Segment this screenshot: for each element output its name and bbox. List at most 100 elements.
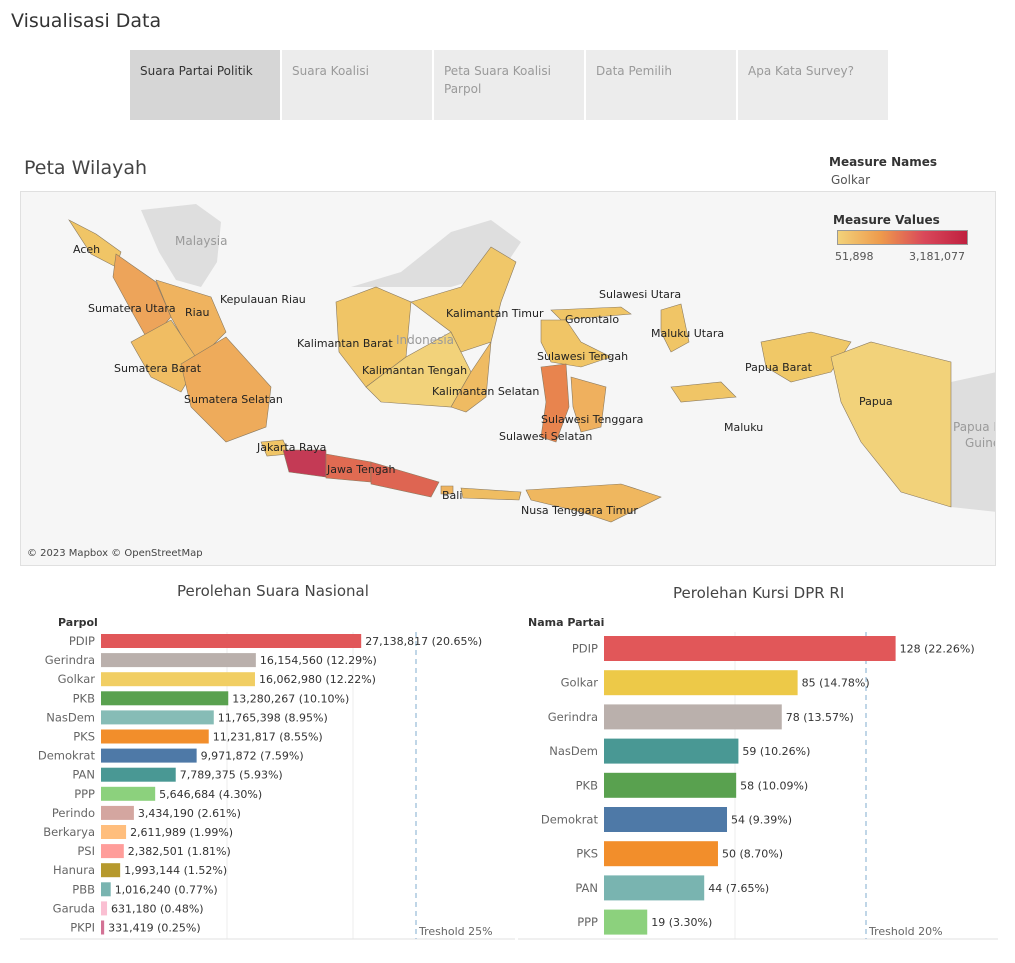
category-label-pkb: PKB <box>73 691 95 705</box>
map-label-kalimantan-barat: Kalimantan Barat <box>297 337 393 350</box>
page-title: Visualisasi Data <box>11 10 162 32</box>
threshold-label: Treshold 20% <box>868 925 943 938</box>
region-kalimantan-timur[interactable] <box>410 246 517 353</box>
chart-kursi-dpr[interactable]: Nama Partai Treshold 20% PDIP 128 (22.26%) G… <box>518 612 998 942</box>
region-jawa-timur[interactable] <box>370 461 440 498</box>
category-label-pdip: PDIP <box>69 634 95 648</box>
category-header: Nama Partai <box>528 616 604 629</box>
region-bali[interactable] <box>440 485 454 495</box>
category-label-berkarya: Berkarya <box>43 825 95 839</box>
bar-pks <box>101 729 209 744</box>
png-land <box>951 372 995 512</box>
dashboard-tabs: Suara Partai Politik Suara Koalisi Peta … <box>130 50 888 120</box>
legend-min-value: 51,898 <box>835 250 874 263</box>
bar-psi <box>101 844 124 859</box>
legend-title: Measure Values <box>833 213 940 227</box>
map-label-riau: Riau <box>185 306 209 319</box>
map-label-guine: Guine <box>965 436 996 450</box>
category-label-demokrat: Demokrat <box>541 813 599 827</box>
category-label-pkb: PKB <box>576 778 598 792</box>
data-label-psi: 2,382,501 (1.81%) <box>128 845 231 858</box>
map-label-sulawesi-tenggara: Sulawesi Tenggara <box>541 413 643 426</box>
category-label-ppp: PPP <box>577 915 598 929</box>
map-label-papua-n: Papua N <box>953 420 996 434</box>
map-label-malaysia: Malaysia <box>175 234 227 248</box>
category-label-gerindra: Gerindra <box>548 710 598 724</box>
region-sulawesi-utara[interactable] <box>550 306 632 321</box>
map-canvas[interactable]: Aceh Malaysia Sumatera Utara Riau Kepula… <box>21 192 996 566</box>
category-label-ppp: PPP <box>74 787 95 801</box>
data-label-garuda: 631,180 (0.48%) <box>111 902 204 915</box>
chart-title-suara: Perolehan Suara Nasional <box>177 582 369 600</box>
data-label-golkar: 16,062,980 (12.22%) <box>259 673 376 686</box>
malaysia-land <box>141 204 221 287</box>
map-section-title: Peta Wilayah <box>24 157 148 179</box>
bar-pdip <box>101 634 362 648</box>
measure-names-title: Measure Names <box>829 155 938 169</box>
region-maluku-utara[interactable] <box>660 303 690 353</box>
data-label-gerindra: 16,154,560 (12.29%) <box>260 654 377 667</box>
map-label-kalimantan-tengah: Kalimantan Tengah <box>362 364 467 377</box>
chart-title-kursi: Perolehan Kursi DPR RI <box>673 584 845 602</box>
region-papua[interactable] <box>830 341 952 508</box>
data-label-pkb: 58 (10.09%) <box>740 779 808 792</box>
category-label-pan: PAN <box>72 768 95 782</box>
bar-hanura <box>101 863 121 878</box>
region-jawa-barat[interactable] <box>282 449 327 478</box>
data-label-nasdem: 59 (10.26%) <box>742 745 810 758</box>
map-label-bali: Bali <box>442 489 462 502</box>
category-label-golkar: Golkar <box>561 676 599 690</box>
region-nusa-tenggara-timur[interactable] <box>525 483 662 523</box>
region-map[interactable]: Aceh Malaysia Sumatera Utara Riau Kepula… <box>20 191 996 566</box>
map-label-kalimantan-selatan: Kalimantan Selatan <box>432 385 539 398</box>
bar-golkar <box>101 672 255 687</box>
map-label-sulawesi-tengah: Sulawesi Tengah <box>537 350 628 363</box>
region-sumatera-selatan[interactable] <box>180 336 272 443</box>
map-label-maluku-utara: Maluku Utara <box>651 327 724 340</box>
bar-pdip <box>604 636 896 661</box>
category-label-golkar: Golkar <box>58 672 96 686</box>
bar-gerindra <box>604 704 782 730</box>
map-label-papua-barat: Papua Barat <box>745 361 813 374</box>
tab-suara-partai-politik[interactable]: Suara Partai Politik <box>130 50 280 120</box>
map-label-maluku: Maluku <box>724 421 763 434</box>
data-label-pkpi: 331,419 (0.25%) <box>108 922 201 935</box>
map-label-kepulauan-riau: Kepulauan Riau <box>220 293 306 306</box>
region-sulawesi-tenggara[interactable] <box>570 376 607 433</box>
data-label-nasdem: 11,765,398 (8.95%) <box>218 711 328 724</box>
data-label-pdip: 27,138,817 (20.65%) <box>365 635 482 648</box>
region-nusa-tenggara-barat[interactable] <box>460 487 522 501</box>
bar-ppp <box>101 786 156 801</box>
region-maluku[interactable] <box>670 381 737 403</box>
threshold-label: Treshold 25% <box>418 925 493 938</box>
data-label-perindo: 3,434,190 (2.61%) <box>138 807 241 820</box>
region-sulawesi-selatan[interactable] <box>540 363 570 443</box>
category-label-pks: PKS <box>576 847 598 861</box>
bar-pkpi <box>101 920 105 935</box>
tab-data-pemilih[interactable]: Data Pemilih <box>586 50 736 120</box>
category-label-nasdem: NasDem <box>46 710 95 724</box>
category-label-demokrat: Demokrat <box>38 749 96 763</box>
region-sulawesi-tengah[interactable] <box>540 319 612 368</box>
map-label-kalimantan-timur: Kalimantan Timur <box>446 307 544 320</box>
bar-pkb <box>604 772 737 798</box>
bar-ppp <box>604 909 648 935</box>
map-label-sulawesi-selatan: Sulawesi Selatan <box>499 430 592 443</box>
bar-nasdem <box>101 710 214 725</box>
color-legend-gradient <box>837 230 968 245</box>
tab-suara-koalisi[interactable]: Suara Koalisi <box>282 50 432 120</box>
data-label-berkarya: 2,611,989 (1.99%) <box>130 826 233 839</box>
chart-suara-nasional[interactable]: Parpol Treshold 25% PDIP 27,138,817 (20.65%… <box>20 612 515 942</box>
tab-apa-kata-survey[interactable]: Apa Kata Survey? <box>738 50 888 120</box>
region-papua-barat[interactable] <box>760 331 852 383</box>
category-label-pbb: PBB <box>72 882 95 896</box>
category-label-perindo: Perindo <box>52 806 95 820</box>
bar-perindo <box>101 805 134 820</box>
bar-berkarya <box>101 825 127 839</box>
map-label-sumatera-barat: Sumatera Barat <box>114 362 202 375</box>
measure-names-value[interactable]: Golkar <box>831 173 870 187</box>
tab-peta-suara-koalisi-parpol[interactable]: Peta Suara Koalisi Parpol <box>434 50 584 120</box>
map-label-sumatera-utara: Sumatera Utara <box>88 302 176 315</box>
region-kalimantan-selatan[interactable] <box>450 341 492 413</box>
map-credit: © 2023 Mapbox © OpenStreetMap <box>27 548 203 559</box>
